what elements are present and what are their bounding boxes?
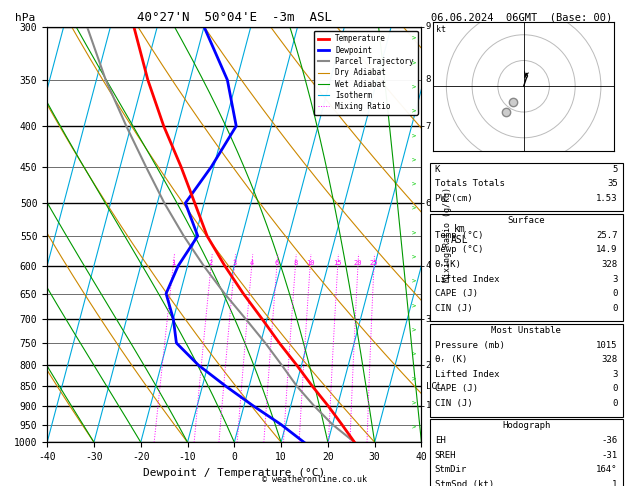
Text: Temp (°C): Temp (°C): [435, 231, 483, 240]
Text: >: >: [412, 157, 416, 163]
Title: 40°27'N  50°04'E  -3m  ASL: 40°27'N 50°04'E -3m ASL: [136, 11, 332, 24]
Text: 20: 20: [353, 260, 362, 266]
Text: >: >: [412, 36, 416, 42]
Text: Totals Totals: Totals Totals: [435, 179, 504, 189]
Text: >: >: [412, 206, 416, 212]
Text: 3: 3: [612, 275, 618, 284]
Text: >: >: [412, 255, 416, 260]
Text: 8: 8: [293, 260, 298, 266]
Text: 9: 9: [426, 22, 431, 31]
Text: 0: 0: [612, 399, 618, 408]
Text: PW (cm): PW (cm): [435, 194, 472, 203]
Text: >: >: [412, 60, 416, 66]
Text: Mixing Ratio (g/kg): Mixing Ratio (g/kg): [443, 187, 452, 282]
Text: 6: 6: [426, 199, 431, 208]
Text: 1: 1: [612, 480, 618, 486]
Text: 3: 3: [612, 370, 618, 379]
Text: θᵣ (K): θᵣ (K): [435, 355, 467, 364]
Y-axis label: hPa: hPa: [14, 13, 35, 22]
Text: 5: 5: [612, 165, 618, 174]
Text: 328: 328: [601, 355, 618, 364]
Text: CAPE (J): CAPE (J): [435, 289, 477, 298]
Text: K: K: [435, 165, 440, 174]
Text: 1.53: 1.53: [596, 194, 618, 203]
Text: 4: 4: [426, 261, 431, 270]
Text: >: >: [412, 182, 416, 188]
Text: 15: 15: [333, 260, 342, 266]
Text: 4: 4: [250, 260, 254, 266]
Text: Hodograph: Hodograph: [502, 421, 550, 431]
Text: 0: 0: [612, 304, 618, 313]
Text: SREH: SREH: [435, 451, 456, 460]
Text: StmDir: StmDir: [435, 465, 467, 474]
Text: EH: EH: [435, 436, 445, 445]
Text: 0: 0: [612, 384, 618, 394]
Text: Most Unstable: Most Unstable: [491, 326, 561, 335]
Text: Lifted Index: Lifted Index: [435, 370, 499, 379]
X-axis label: Dewpoint / Temperature (°C): Dewpoint / Temperature (°C): [143, 468, 325, 478]
Text: 3: 3: [426, 314, 431, 324]
Text: 164°: 164°: [596, 465, 618, 474]
Text: 3: 3: [232, 260, 237, 266]
Text: >: >: [412, 328, 416, 333]
Text: >: >: [412, 303, 416, 309]
Text: 25: 25: [370, 260, 378, 266]
Text: >: >: [412, 85, 416, 90]
Text: 10: 10: [306, 260, 314, 266]
Text: >: >: [412, 279, 416, 285]
Text: 1: 1: [426, 401, 431, 410]
Text: Dewp (°C): Dewp (°C): [435, 245, 483, 255]
Text: 06.06.2024  06GMT  (Base: 00): 06.06.2024 06GMT (Base: 00): [431, 12, 612, 22]
Text: -31: -31: [601, 451, 618, 460]
Legend: Temperature, Dewpoint, Parcel Trajectory, Dry Adiabat, Wet Adiabat, Isotherm, Mi: Temperature, Dewpoint, Parcel Trajectory…: [314, 31, 418, 115]
Text: 1015: 1015: [596, 341, 618, 350]
Text: Surface: Surface: [508, 216, 545, 226]
Text: >: >: [412, 133, 416, 139]
Text: >: >: [412, 376, 416, 382]
Text: Pressure (mb): Pressure (mb): [435, 341, 504, 350]
Text: 2: 2: [209, 260, 213, 266]
Text: -36: -36: [601, 436, 618, 445]
Text: CIN (J): CIN (J): [435, 399, 472, 408]
Text: 7: 7: [426, 122, 431, 131]
Y-axis label: km
ASL: km ASL: [450, 224, 469, 245]
Text: 0: 0: [612, 289, 618, 298]
Text: CIN (J): CIN (J): [435, 304, 472, 313]
Text: >: >: [412, 230, 416, 236]
Text: Lifted Index: Lifted Index: [435, 275, 499, 284]
Text: 14.9: 14.9: [596, 245, 618, 255]
Text: >: >: [412, 425, 416, 431]
Text: CAPE (J): CAPE (J): [435, 384, 477, 394]
Text: 1: 1: [171, 260, 175, 266]
Text: 25.7: 25.7: [596, 231, 618, 240]
Text: 6: 6: [275, 260, 279, 266]
Text: 8: 8: [426, 75, 431, 85]
Text: 35: 35: [607, 179, 618, 189]
Text: >: >: [412, 400, 416, 406]
Text: >: >: [412, 352, 416, 358]
Text: 2: 2: [426, 361, 431, 370]
Text: kt: kt: [436, 25, 446, 34]
Text: StmSpd (kt): StmSpd (kt): [435, 480, 494, 486]
Text: 328: 328: [601, 260, 618, 269]
Text: >: >: [412, 109, 416, 115]
Text: LCL: LCL: [426, 382, 442, 391]
Text: θᵣ(K): θᵣ(K): [435, 260, 462, 269]
Text: © weatheronline.co.uk: © weatheronline.co.uk: [262, 475, 367, 484]
